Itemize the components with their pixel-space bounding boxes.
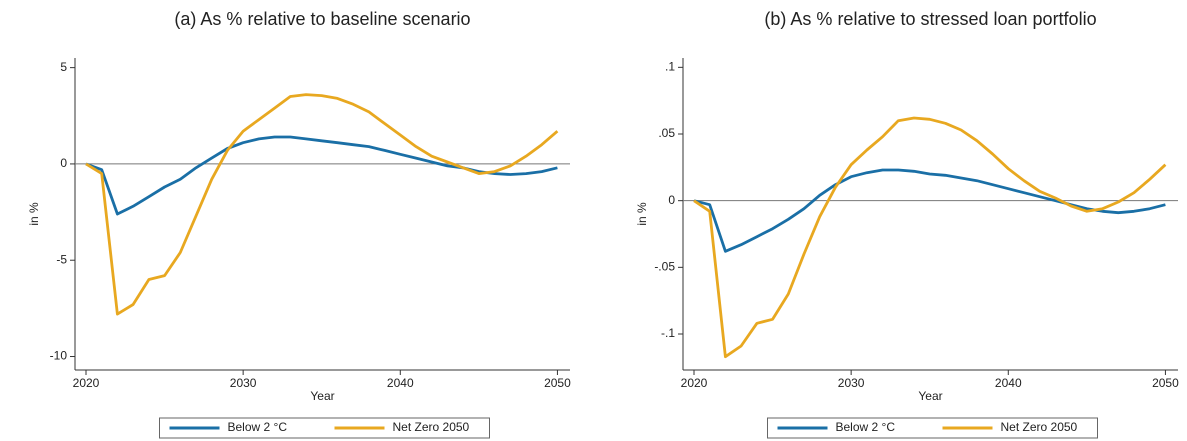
y-tick-label: -10	[50, 349, 68, 363]
chart-title: (a) As % relative to baseline scenario	[174, 9, 470, 29]
y-tick-label: 0	[60, 156, 67, 170]
series-line	[85, 93, 559, 316]
x-tick-label: 2020	[681, 376, 708, 390]
x-tick-label: 2040	[995, 376, 1022, 390]
x-axis-title: Year	[310, 389, 334, 403]
y-tick-label: -.1	[661, 326, 675, 340]
y-tick-label: .1	[665, 60, 675, 74]
y-axis-title: in %	[635, 202, 649, 226]
legend-label: Below 2 °C	[836, 420, 896, 434]
y-tick-label: -.05	[654, 260, 675, 274]
y-tick-label: -5	[56, 252, 67, 266]
y-tick-label: 5	[60, 60, 67, 74]
y-tick-label: 0	[668, 193, 675, 207]
legend-label: Below 2 °C	[228, 420, 288, 434]
legend-label: Net Zero 2050	[1001, 420, 1078, 434]
y-axis-title: in %	[27, 202, 41, 226]
series-line	[85, 135, 558, 216]
x-axis-title: Year	[918, 389, 942, 403]
x-tick-label: 2050	[544, 376, 571, 390]
x-tick-label: 2020	[73, 376, 100, 390]
series-line	[693, 116, 1167, 359]
y-tick-label: .05	[658, 126, 675, 140]
legend-label: Net Zero 2050	[393, 420, 470, 434]
legend-box	[767, 417, 1098, 439]
legend-box	[159, 417, 490, 439]
x-tick-label: 2030	[838, 376, 865, 390]
series-line	[693, 168, 1166, 253]
x-tick-label: 2050	[1152, 376, 1179, 390]
x-tick-label: 2040	[387, 376, 414, 390]
x-tick-label: 2030	[230, 376, 257, 390]
chart-title: (b) As % relative to stressed loan portf…	[764, 9, 1096, 29]
